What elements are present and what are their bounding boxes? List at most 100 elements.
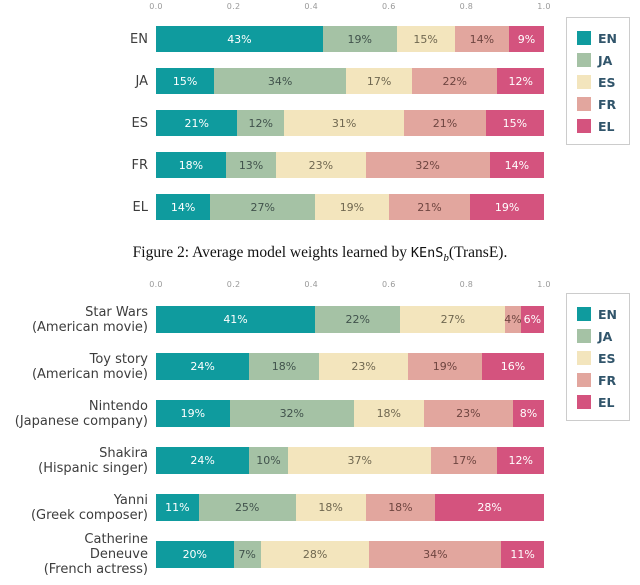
stacked-bar: 43% 19% 15% 14% 9% [156,26,544,52]
bar-segment-fr: 34% [369,541,502,569]
stacked-bar: 21% 12% 31% 21% 15% [156,110,544,136]
legend-swatch [577,31,591,45]
caption-suffix: (TransE). [448,244,508,261]
bar-segment-en: 19% [156,400,230,428]
bar-segment-fr: 17% [431,447,498,475]
bar-row: Yanni (Greek composer) 11% 25% 18% 18% 28% [0,484,544,531]
bar-segment-ja: 13% [225,152,277,178]
category-label: Shakira (Hispanic singer) [38,445,148,476]
bar-row: Shakira (Hispanic singer) 24% 10% 37% 17% 12% [0,437,544,484]
bar-segment-fr: 21% [404,110,486,136]
x-axis-tick: 0.0 [149,2,163,11]
legend-swatch [577,373,591,388]
bar-row: Star Wars (American movie) 41% 22% 27% 4% 6% [0,296,544,343]
bar-segment-el: 28% [435,494,544,522]
plot-area: 0.0 0.2 0.4 0.6 0.8 1.0 Star Wars (American m… [0,280,551,578]
bar-segment-es: 18% [295,494,366,522]
legend-swatch [577,53,591,67]
bar-segment-fr: 32% [365,152,490,178]
bar-segment-el: 16% [481,353,544,381]
bar-segment-ja: 18% [249,353,319,381]
category-label: EN [130,31,148,47]
x-axis-tick: 0.8 [459,280,474,290]
legend-swatch [577,307,591,322]
x-axis-tick: 0.8 [459,2,474,11]
bar-segment-es: 23% [276,152,366,178]
bar-segment-en: 24% [156,447,250,475]
legend-label: EL [598,394,615,410]
bar-segment-ja: 12% [237,110,285,136]
bar-segment-el: 9% [509,26,544,52]
bar-row: EL 14% 27% 19% 21% 19% [0,186,544,228]
bar-segment-es: 27% [400,306,506,334]
bar-row: Nintendo (Japanese company) 19% 32% 18% 23% 8… [0,390,544,437]
bar-segment-es: 15% [396,26,455,52]
bar-segment-es: 23% [318,353,409,381]
legend-swatch [577,97,591,111]
legend-swatch [577,329,591,344]
bar-segment-fr: 22% [412,68,498,94]
x-axis: 0.0 0.2 0.4 0.6 0.8 1.0 [149,280,550,293]
legend-label: JA [598,52,613,68]
bar-segment-es: 17% [346,68,413,94]
bar-segment-ja: 7% [233,541,261,569]
bar-segment-es: 19% [315,194,389,220]
bar-segment-es: 28% [260,541,370,569]
category-label: Catherine Deneuve (French actress) [43,532,148,578]
stacked-bar: 24% 18% 23% 19% 16% [156,353,544,381]
bar-segment-es: 18% [353,400,424,428]
bar-segment-ja: 19% [322,26,397,52]
legend: EN JA ES FR EL [566,17,631,145]
stacked-bar: 11% 25% 18% 18% 28% [156,494,544,522]
legend-item-fr: FR [577,93,617,115]
bar-row: FR 18% 13% 23% 32% 14% [0,144,544,186]
bar-segment-en: 43% [156,26,323,52]
x-axis-tick: 0.2 [226,2,241,11]
category-label: Star Wars (American movie) [31,304,148,335]
bar-segment-ja: 10% [249,447,288,475]
chart-entity-weights: 0.0 0.2 0.4 0.6 0.8 1.0 Star Wars (American m… [0,278,640,578]
legend-swatch [577,351,591,366]
bar-segment-el: 11% [501,541,544,569]
bar-segment-fr: 14% [454,26,510,52]
bar-segment-el: 19% [470,194,544,220]
legend: EN JA ES FR EL [566,293,631,422]
legend-item-en: EN [577,303,617,325]
category-label: FR [131,157,148,173]
bar-segment-el: 12% [497,447,544,475]
legend-label: EN [598,30,618,46]
bar-segment-en: 15% [156,68,215,94]
legend-swatch [577,395,591,410]
stacked-bar: 24% 10% 37% 17% 12% [156,447,544,475]
bar-segment-fr: 18% [365,494,436,522]
bar-segment-en: 11% [156,494,199,522]
bar-rows: EN 43% 19% 15% 14% 9% JA 15% 34% 17% 22% 12% ES 21% 12… [0,18,544,228]
legend-item-fr: FR [577,369,617,391]
category-label: Nintendo (Japanese company) [14,398,148,429]
category-label: JA [135,73,149,89]
bar-segment-el: 14% [489,152,544,178]
legend-label: JA [598,328,613,344]
bar-segment-en: 18% [156,152,226,178]
category-label: ES [131,115,148,131]
legend-label: ES [598,350,616,366]
stacked-bar: 18% 13% 23% 32% 14% [156,152,544,178]
bar-segment-el: 6% [520,306,544,334]
legend-label: EL [598,118,615,134]
caption-code-kens: KEnS [410,245,444,261]
bar-segment-en: 41% [156,306,316,334]
x-axis-tick: 1.0 [537,2,551,11]
legend-label: EN [598,306,618,322]
bar-segment-fr: 19% [408,353,482,381]
bar-segment-en: 24% [156,353,250,381]
x-axis-tick: 0.4 [304,280,318,290]
stacked-bar: 41% 22% 27% 4% 6% [156,306,544,334]
stacked-bar: 19% 32% 18% 23% 8% [156,400,544,428]
x-axis: 0.0 0.2 0.4 0.6 0.8 1.0 [149,2,550,15]
bar-segment-fr: 23% [423,400,513,428]
bar-segment-el: 15% [485,110,544,136]
bar-rows: Star Wars (American movie) 41% 22% 27% 4% 6% T… [0,296,544,578]
x-axis-tick: 0.4 [304,2,318,11]
caption-text: Figure 2: Average model weights learned … [132,244,411,261]
